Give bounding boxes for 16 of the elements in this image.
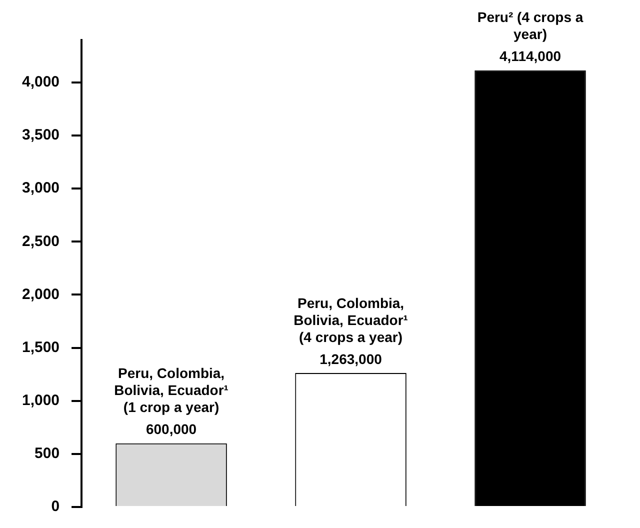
y-tick-label: 2,000 — [22, 286, 60, 303]
y-tick-label: 0 — [51, 498, 60, 516]
x-tick-label: Peru, Colombia, Bolivia, Ecuador¹ (1 crop a year) — [114, 365, 229, 416]
annotation: 600,000 — [146, 421, 197, 438]
y-tick-label: 500 — [34, 445, 60, 462]
y-tick-label: 1,000 — [22, 392, 60, 410]
y-tick-label: 1,500 — [22, 338, 60, 356]
y-tick-label: 4,000 — [22, 74, 60, 91]
y-tick-label: 2,500 — [22, 232, 60, 250]
x-tick-label: Peru² (4 crops a year) — [477, 9, 584, 42]
bar — [474, 70, 586, 506]
y-tick-label: 3,500 — [22, 126, 60, 144]
x-tick-label: Peru, Colombia, Bolivia, Ecuador¹ (4 crops a year) — [294, 294, 408, 345]
y-tick-label: 3,000 — [22, 180, 60, 197]
annotation: 4,114,000 — [500, 48, 562, 64]
annotation: 1,263,000 — [320, 350, 382, 367]
